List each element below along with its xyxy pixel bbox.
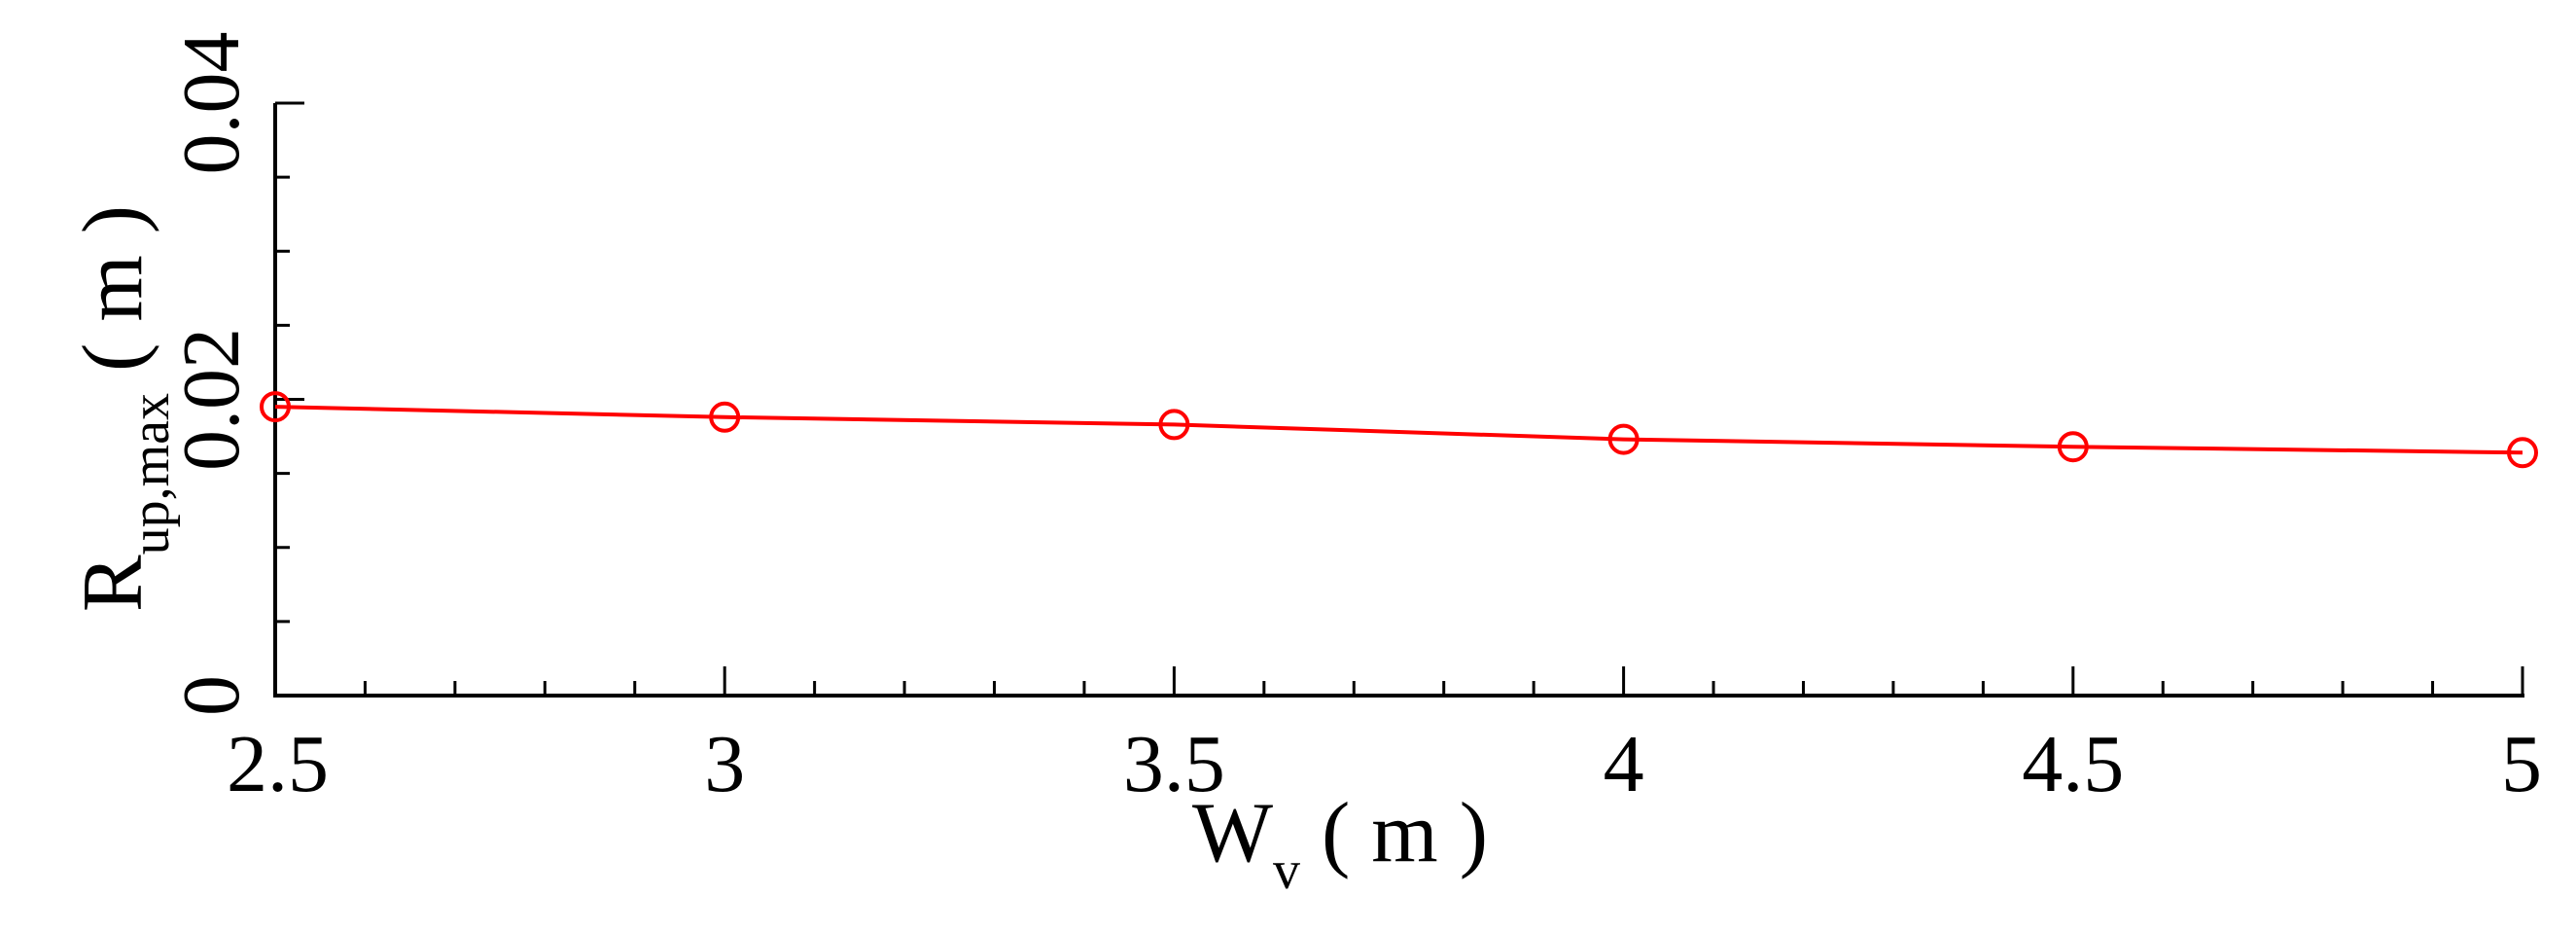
x-tick-label: 4: [1604, 719, 1644, 809]
data-point: [1158, 409, 1190, 441]
data-point: [2057, 431, 2089, 463]
tick-labels: 2.5 3 3.5 4 4.5 5 0 0.02 0.04: [166, 32, 2542, 810]
data-point: [260, 391, 291, 423]
y-axis-title-main: R: [66, 555, 160, 612]
axes: [273, 103, 2524, 698]
y-tick-label: 0.04: [166, 32, 257, 175]
x-tick-label: 4.5: [2022, 719, 2124, 809]
x-axis-title-unit: ( m ): [1322, 786, 1488, 880]
ticks: [273, 101, 2524, 698]
y-tick-label: 0: [166, 675, 257, 716]
x-axis-title: Wv ( m ): [1192, 786, 1488, 901]
data-point: [709, 401, 741, 433]
y-axis-title-unit: ( m ): [66, 205, 160, 372]
data-point: [2507, 437, 2538, 469]
x-tick-label: 3.5: [1123, 719, 1225, 809]
x-axis-title-main: W: [1192, 786, 1273, 880]
y-axis-title-sub: up,max: [121, 393, 181, 555]
y-axis-title: Rup,max ( m ): [66, 205, 181, 612]
series-line: [274, 405, 2523, 455]
x-axis-title-sub: v: [1273, 841, 1300, 901]
data-point: [1607, 423, 1640, 455]
x-tick-label: 5: [2501, 719, 2542, 809]
x-tick-label: 3: [704, 719, 745, 809]
x-tick-label: 2.5: [227, 719, 329, 809]
y-tick-label: 0.02: [166, 328, 257, 471]
series-layer: [260, 391, 2538, 469]
